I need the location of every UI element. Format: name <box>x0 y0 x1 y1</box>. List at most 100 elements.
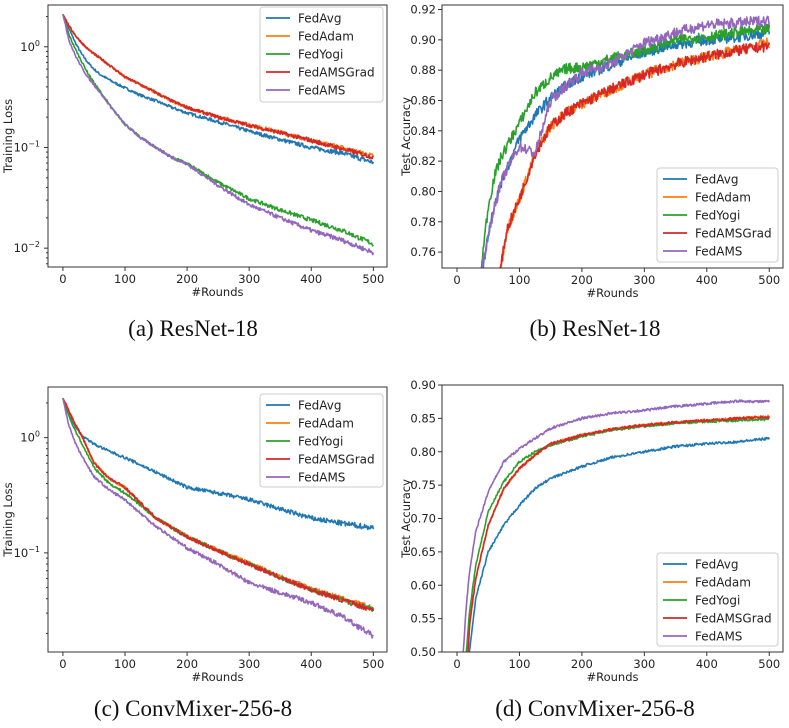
series-line-fedams <box>462 399 771 652</box>
series-line-fedams <box>481 15 771 268</box>
legend-item: FedAMS <box>663 630 742 644</box>
plot-area <box>62 397 375 639</box>
x-tick-label: 200 <box>571 657 593 671</box>
y-tick-label: 0.65 <box>410 545 436 559</box>
legend-item: FedAdam <box>663 576 751 590</box>
legend-label: FedYogi <box>695 209 740 223</box>
legend-label: FedYogi <box>298 48 343 62</box>
legend-item: FedAMS <box>266 84 345 98</box>
legend-item: FedYogi <box>663 209 740 223</box>
legend-label: FedAvg <box>695 173 738 187</box>
legend-label: FedYogi <box>695 594 740 608</box>
legend-item: FedAMS <box>663 245 742 259</box>
legend-item: FedAMSGrad <box>663 227 772 241</box>
legend-item: FedAvg <box>266 12 341 26</box>
legend: FedAvg FedAdam FedYogi FedAMSGrad FedAMS <box>259 6 384 103</box>
x-tick-label: 300 <box>633 273 655 287</box>
chart-b: 0 100 200 300 400 500 #Rounds 0.76 0.78 0.80 0.82 0… <box>399 3 784 341</box>
plot-area <box>62 13 375 256</box>
y-tick-label: 0.84 <box>410 124 436 138</box>
legend-item: FedYogi <box>663 594 740 608</box>
series-line-fedavg <box>62 14 375 165</box>
x-tick-label: 100 <box>114 657 136 671</box>
y-tick-label: 0.82 <box>410 154 436 168</box>
legend-label: FedAMSGrad <box>298 66 375 80</box>
legend-label: FedAvg <box>695 558 738 572</box>
y-tick-label: 100 <box>20 430 40 445</box>
x-tick-label: 0 <box>59 657 66 671</box>
series-line-fedamsgrad <box>62 13 374 160</box>
x-tick-label: 200 <box>176 272 198 286</box>
legend-item: FedAMSGrad <box>663 612 772 626</box>
chart-a: 0 100 200 300 400 500 #Rounds 100 10−1 10−2 Traini… <box>1 4 388 341</box>
x-tick-label: 500 <box>362 657 384 671</box>
y-tick-label: 10−1 <box>14 139 40 154</box>
y-tick-label: 0.85 <box>410 411 436 425</box>
legend-box <box>259 393 384 488</box>
legend-item: FedAMSGrad <box>266 453 375 467</box>
y-tick-label: 0.60 <box>410 578 436 592</box>
legend-label: FedAvg <box>298 399 341 413</box>
x-axis-label: #Rounds <box>586 670 638 684</box>
y-axis-label: Test Accuracy <box>399 479 413 559</box>
y-tick-label: 0.80 <box>410 184 436 198</box>
series-line-fedamsgrad <box>499 40 771 268</box>
y-tick-label: 0.92 <box>410 3 436 17</box>
series-line-fedams <box>62 398 374 639</box>
x-tick-label: 500 <box>362 272 384 286</box>
legend-item: FedAMSGrad <box>266 66 375 80</box>
y-tick-label: 0.76 <box>410 245 436 259</box>
legend-item: FedAMS <box>266 471 345 485</box>
y-tick-label: 0.86 <box>410 93 436 107</box>
legend-box <box>259 6 384 103</box>
series-line-fedavg <box>468 436 771 652</box>
series-line-fedamsgrad <box>62 397 375 612</box>
legend-item: FedAvg <box>663 558 738 572</box>
x-tick-label: 300 <box>238 272 260 286</box>
chart-d: 0 100 200 300 400 500 #Rounds 0.50 0.55 0.60 0.65 0… <box>399 378 784 721</box>
x-tick-label: 200 <box>176 657 198 671</box>
legend-item: FedAdam <box>266 417 354 431</box>
legend-label: FedAMSGrad <box>298 453 375 467</box>
y-tick-label: 0.80 <box>410 445 436 459</box>
subfigure-caption: (b) ResNet-18 <box>530 316 661 341</box>
y-tick-label: 0.70 <box>410 512 436 526</box>
legend: FedAvg FedAdam FedYogi FedAMSGrad FedAMS <box>259 393 384 488</box>
x-tick-label: 500 <box>758 273 780 287</box>
y-tick-label: 10−2 <box>14 240 40 255</box>
y-tick-label: 0.88 <box>410 63 436 77</box>
y-tick-label: 100 <box>20 39 40 54</box>
subfigure-caption: (c) ConvMixer-256-8 <box>94 696 292 721</box>
plot-area <box>480 15 771 268</box>
legend-item: FedYogi <box>266 435 343 449</box>
legend-label: FedAMSGrad <box>695 612 772 626</box>
legend-item: FedAdam <box>663 191 751 205</box>
y-axis-label: Test Accuracy <box>399 97 413 177</box>
x-tick-label: 200 <box>571 273 593 287</box>
axes-frame <box>47 386 388 653</box>
legend-label: FedAMS <box>695 245 742 259</box>
x-tick-label: 400 <box>696 273 718 287</box>
y-tick-label: 0.55 <box>410 612 436 626</box>
x-tick-label: 400 <box>300 657 322 671</box>
y-axis-label: Training Loss <box>1 482 15 557</box>
x-tick-label: 100 <box>508 273 530 287</box>
axes-frame <box>47 4 388 268</box>
x-tick-label: 0 <box>453 273 460 287</box>
legend: FedAvg FedAdam FedYogi FedAMSGrad FedAMS <box>656 552 779 647</box>
y-tick-label: 0.78 <box>410 215 436 229</box>
y-tick-label: 0.50 <box>410 645 436 659</box>
legend-label: FedAdam <box>695 191 751 205</box>
y-axis-label: Training Loss <box>1 99 15 174</box>
legend-label: FedAMS <box>695 630 742 644</box>
legend-item: FedAvg <box>266 399 341 413</box>
x-axis-label: #Rounds <box>191 670 243 684</box>
x-axis-label: #Rounds <box>191 285 243 299</box>
legend-label: FedAdam <box>298 30 354 44</box>
legend-label: FedAMS <box>298 471 345 485</box>
series-line-fedamsgrad <box>467 415 771 652</box>
legend-item: FedAdam <box>266 30 354 44</box>
